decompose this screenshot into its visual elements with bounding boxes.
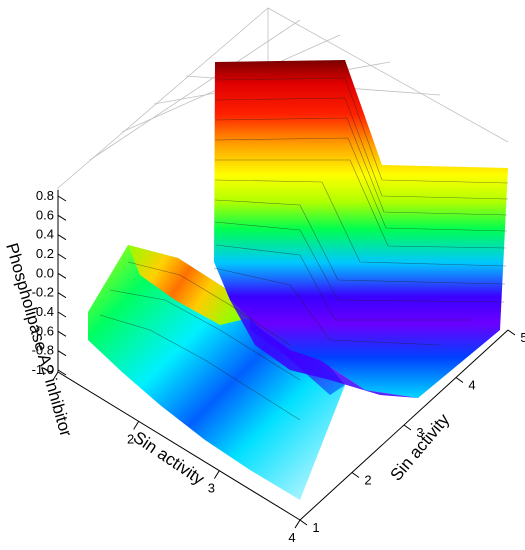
y-tick-label: 4 <box>468 378 475 393</box>
z-tick-mark <box>57 350 67 357</box>
x-tick-label: 3 <box>208 481 215 496</box>
z-tick-label: 0.4 <box>36 227 54 242</box>
z-tick-label: 0.8 <box>36 188 54 203</box>
z-tick-label: -1.0 <box>32 362 54 377</box>
y-tick-mark <box>455 377 464 383</box>
z-tick-label: 0.0 <box>36 265 54 280</box>
x-tick-mark <box>213 470 220 479</box>
y-axis-ticks: 1 2 3 4 5 <box>299 329 525 535</box>
z-tick-label: -0.8 <box>32 343 54 358</box>
z-tick-label: -0.6 <box>32 323 54 338</box>
y-tick-mark <box>351 472 360 478</box>
y-axis-title: Sin activity <box>387 410 454 485</box>
z-axis-ticks: 0.8 0.6 0.4 0.2 0.0 -0.2 -0.4 -0.6 -0.8 -1.0 <box>32 188 67 377</box>
z-tick-mark <box>57 234 67 241</box>
y-tick-label: 5 <box>520 330 525 345</box>
x-tick-mark <box>52 371 59 381</box>
z-tick-mark <box>57 272 67 279</box>
y-tick-mark <box>299 519 308 526</box>
z-tick-label: 0.2 <box>36 246 54 261</box>
x-axis-ticks: 2 3 4 <box>52 371 301 545</box>
z-tick-mark <box>57 369 67 376</box>
contour-lines <box>99 77 509 421</box>
z-tick-mark <box>57 330 67 337</box>
y-tick-mark <box>507 329 516 336</box>
x-tick-label: 4 <box>288 530 295 545</box>
z-tick-mark <box>57 195 67 202</box>
z-tick-label: -0.4 <box>32 304 54 319</box>
x-tick-mark <box>294 519 301 529</box>
z-tick-mark <box>57 311 67 318</box>
z-tick-label: -0.2 <box>32 285 54 300</box>
x-axis-title: Sin activity <box>130 428 208 489</box>
z-tick-mark <box>57 253 67 260</box>
y-tick-label: 2 <box>364 473 371 488</box>
z-tick-mark <box>57 292 67 299</box>
z-tick-label: 0.6 <box>36 207 54 222</box>
y-tick-mark <box>403 424 412 431</box>
z-tick-mark <box>57 214 67 221</box>
y-tick-label: 3 <box>416 425 423 440</box>
surface-high-wall <box>214 60 508 398</box>
y-tick-label: 1 <box>312 520 319 535</box>
x-tick-label: 2 <box>127 431 134 446</box>
x-tick-mark <box>133 421 140 430</box>
